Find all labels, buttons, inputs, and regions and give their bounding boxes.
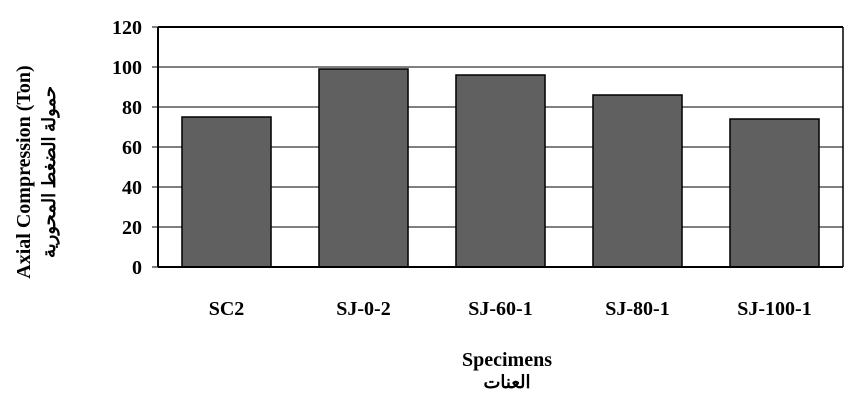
y-tick-label-60: 60 [122,137,142,159]
x-category-label-SJ-80-1: SJ-80-1 [605,298,669,320]
bar-SJ-0-2 [318,68,409,268]
bar-SJ-80-1 [592,94,683,268]
bar-SJ-100-1 [729,118,820,268]
y-tick-label-20: 20 [122,217,142,239]
bar-SJ-60-1 [455,74,546,268]
y-tick-label-80: 80 [122,97,142,119]
y-axis-title-arabic: حمولة الضغط المحورية [39,86,60,258]
axes [152,26,844,268]
y-tick-label-0: 0 [132,257,142,279]
y-tick-labels: 0 20 40 60 80 100 120 [112,17,142,279]
x-axis-title-arabic: العنات [483,372,530,392]
y-tick-label-120: 120 [112,17,142,39]
bar-SC2 [181,116,272,268]
x-axis-title: Specimens [462,349,552,371]
x-category-label-SC2: SC2 [209,298,245,320]
bars [181,68,820,268]
x-category-label-SJ-100-1: SJ-100-1 [737,298,811,320]
y-tick-label-40: 40 [122,177,142,199]
y-tick-label-100: 100 [112,57,142,79]
x-category-labels: SC2 SJ-0-2 SJ-60-1 SJ-80-1 SJ-100-1 [209,298,812,320]
y-axis-title: Axial Compression (Ton) [13,65,35,278]
x-category-label-SJ-0-2: SJ-0-2 [336,298,390,320]
x-category-label-SJ-60-1: SJ-60-1 [468,298,532,320]
